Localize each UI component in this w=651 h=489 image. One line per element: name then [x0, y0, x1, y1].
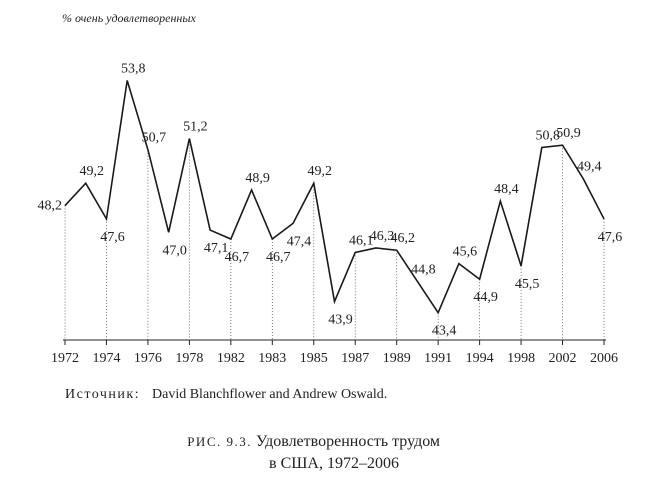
caption-label: РИС. 9.3.: [187, 434, 252, 449]
x-tick-label: 1976: [134, 351, 162, 366]
data-label: 43,4: [432, 324, 457, 339]
line-series: [64, 80, 605, 315]
caption-title: Удовлетворенность трудом: [256, 433, 440, 450]
data-label: 48,4: [494, 182, 519, 197]
x-tick-label: 1989: [383, 351, 411, 366]
data-label: 43,9: [328, 313, 353, 328]
x-tick-label: 1983: [258, 351, 286, 366]
data-label: 46,1: [349, 233, 374, 248]
source-label: Источник:: [65, 387, 140, 402]
data-label: 51,2: [183, 120, 208, 135]
data-label: 44,8: [411, 262, 436, 277]
data-label: 49,2: [79, 164, 104, 179]
data-label: 49,4: [577, 160, 602, 175]
data-label: 46,7: [266, 250, 291, 265]
x-tick-label: 1991: [424, 351, 452, 366]
data-label: 47,6: [598, 230, 623, 245]
x-tick-label: 2006: [590, 351, 618, 366]
data-label: 50,9: [556, 126, 581, 141]
data-label: 46,7: [225, 250, 250, 265]
data-label: 45,6: [453, 245, 478, 260]
data-label: 47,6: [100, 230, 125, 245]
data-label: 46,2: [390, 231, 415, 246]
data-label: 45,5: [515, 277, 540, 292]
y-axis-label: % очень удовлетворенных: [62, 11, 196, 25]
x-tick-label: 1974: [92, 351, 120, 366]
data-label: 48,2: [38, 199, 63, 214]
source: David Blanchflower and Andrew Oswald.: [152, 387, 387, 402]
data-label: 49,2: [308, 164, 333, 179]
data-label: 53,8: [121, 61, 146, 76]
data-label: 50,7: [142, 131, 167, 146]
data-label: 47,4: [287, 234, 312, 249]
data-label: 47,0: [162, 243, 187, 258]
data-label: 44,9: [473, 290, 498, 305]
data-label: 47,1: [204, 241, 229, 256]
x-tick-label: 1978: [175, 351, 203, 366]
x-tick-label: 1998: [507, 351, 535, 366]
x-tick-label: 1994: [466, 351, 494, 366]
x-tick-label: 1985: [300, 351, 328, 366]
x-tick-label: 2002: [549, 351, 577, 366]
x-tick-label: 1982: [217, 351, 245, 366]
x-tick-label: 1972: [51, 351, 79, 366]
data-label: 48,9: [245, 171, 270, 186]
x-tick-label: 1987: [341, 351, 369, 366]
caption-title: в США, 1972–2006: [269, 455, 399, 472]
data-label: 46,3: [370, 229, 395, 244]
data-label: 50,8: [536, 128, 561, 143]
